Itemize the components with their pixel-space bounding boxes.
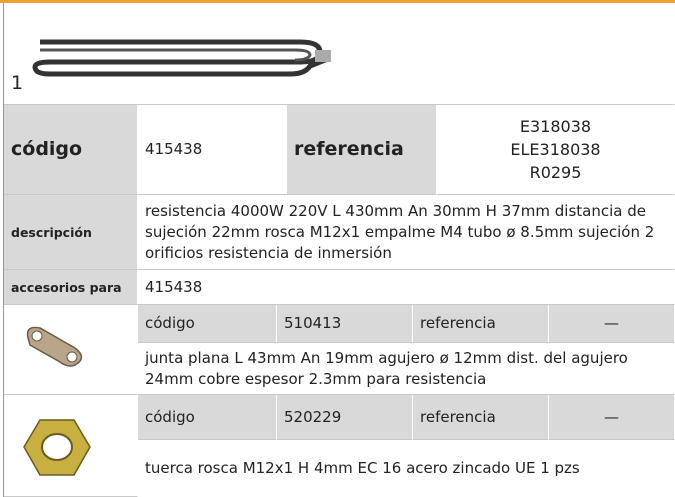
description-label: descripción (4, 195, 138, 270)
acc-code-label: código (138, 395, 277, 440)
gasket-image (26, 326, 83, 367)
description: resistencia 4000W 220V L 430mm An 30mm H… (138, 195, 675, 270)
code-label: código (4, 105, 138, 195)
image-row: 1 (4, 3, 675, 105)
reference: R0295 (529, 163, 582, 182)
reference: E318038 (519, 117, 592, 136)
acc-code-label: código (138, 305, 277, 343)
accessories-label: accesorios para (4, 270, 138, 305)
left-border (3, 3, 4, 497)
references: E318038 ELE318038 R0295 (437, 105, 675, 195)
acc-reference-label: referencia (413, 395, 549, 440)
reference-label: referencia (287, 105, 437, 195)
acc-reference-label: referencia (413, 305, 549, 343)
acc-description: tuerca rosca M12x1 H 4mm EC 16 acero zin… (138, 440, 675, 497)
item-number: 1 (11, 72, 24, 94)
heating-element-image (32, 39, 331, 77)
acc-reference: — (549, 305, 675, 343)
nut-image (23, 419, 91, 476)
acc-reference: — (549, 395, 675, 440)
accessories-for: 415438 (138, 270, 675, 305)
acc-code: 520229 (277, 395, 413, 440)
top-bar (0, 0, 675, 3)
acc-description: junta plana L 43mm An 19mm agujero ø 12m… (138, 343, 675, 395)
reference: ELE318038 (510, 140, 601, 159)
code: 415438 (138, 105, 287, 195)
acc-code: 510413 (277, 305, 413, 343)
